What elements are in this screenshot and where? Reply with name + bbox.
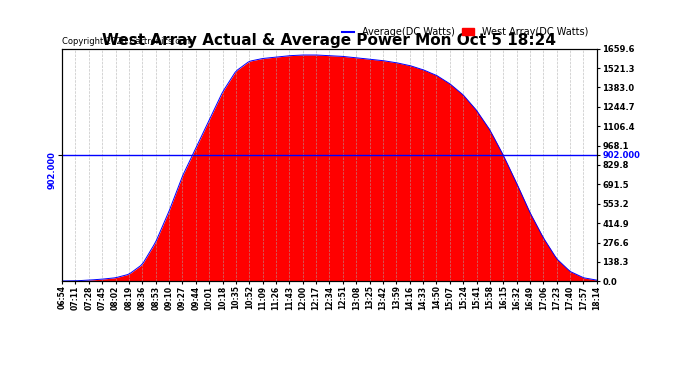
Text: Copyright 2020 Cartronics.com: Copyright 2020 Cartronics.com — [62, 38, 193, 46]
Title: West Array Actual & Average Power Mon Oct 5 18:24: West Array Actual & Average Power Mon Oc… — [103, 33, 556, 48]
Legend: Average(DC Watts), West Array(DC Watts): Average(DC Watts), West Array(DC Watts) — [338, 23, 592, 41]
